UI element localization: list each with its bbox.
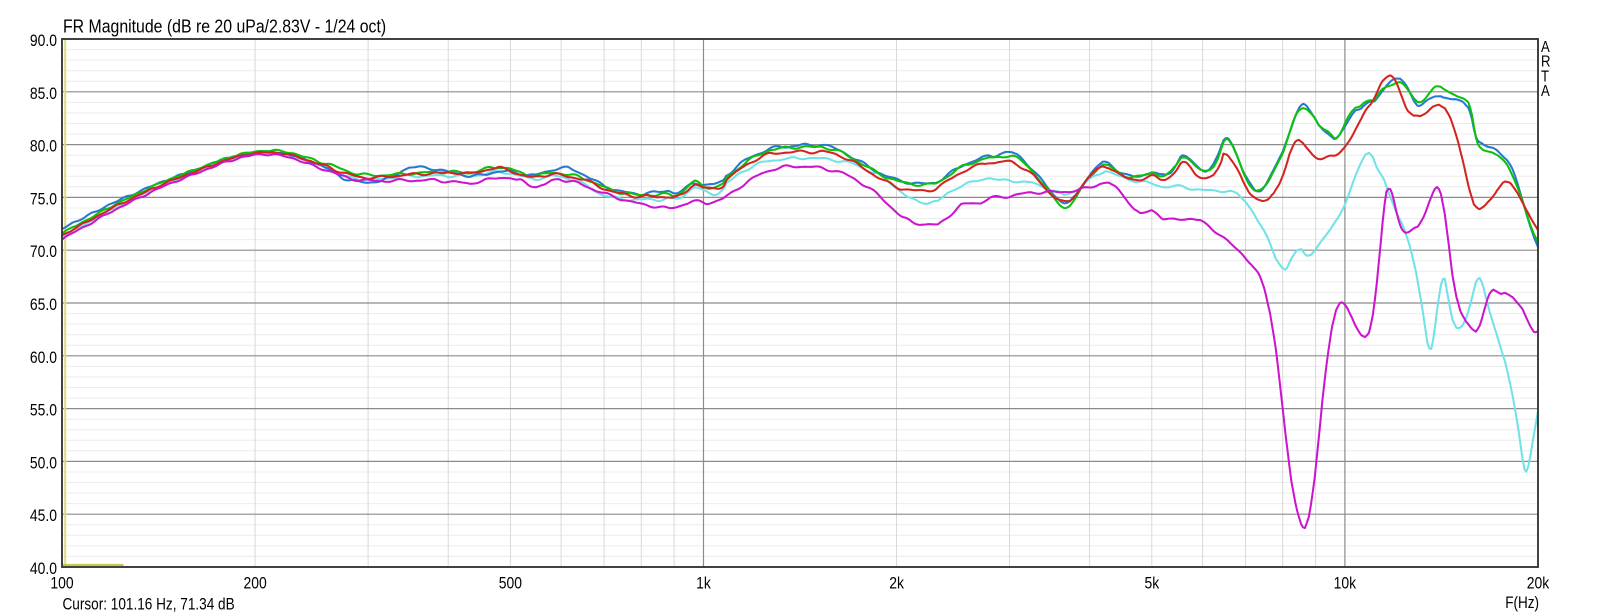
svg-text:A: A: [1541, 39, 1550, 56]
svg-text:1k: 1k: [696, 574, 711, 593]
svg-text:85.0: 85.0: [30, 85, 57, 104]
svg-text:50.0: 50.0: [30, 454, 57, 473]
svg-text:5k: 5k: [1144, 574, 1159, 593]
svg-text:60.0: 60.0: [30, 349, 57, 368]
svg-text:Cursor: 101.16 Hz, 71.34 dB: Cursor: 101.16 Hz, 71.34 dB: [63, 595, 235, 614]
svg-text:T: T: [1541, 68, 1549, 85]
svg-text:A: A: [1541, 83, 1550, 100]
svg-text:2k: 2k: [889, 574, 904, 593]
svg-text:R: R: [1541, 54, 1550, 71]
svg-text:75.0: 75.0: [30, 190, 57, 209]
svg-text:90.0: 90.0: [30, 32, 57, 51]
svg-text:10k: 10k: [1334, 574, 1357, 593]
svg-text:65.0: 65.0: [30, 296, 57, 315]
svg-text:55.0: 55.0: [30, 401, 57, 420]
svg-text:40.0: 40.0: [30, 560, 57, 579]
svg-text:F(Hz): F(Hz): [1505, 594, 1539, 613]
svg-text:20k: 20k: [1527, 574, 1550, 593]
svg-text:200: 200: [243, 574, 267, 593]
svg-text:70.0: 70.0: [30, 243, 57, 262]
svg-text:FR Magnitude (dB re 20 uPa/2.8: FR Magnitude (dB re 20 uPa/2.83V - 1/24 …: [63, 16, 386, 36]
svg-text:45.0: 45.0: [30, 507, 57, 526]
svg-text:100: 100: [50, 574, 74, 593]
svg-text:500: 500: [499, 574, 523, 593]
svg-text:80.0: 80.0: [30, 137, 57, 156]
